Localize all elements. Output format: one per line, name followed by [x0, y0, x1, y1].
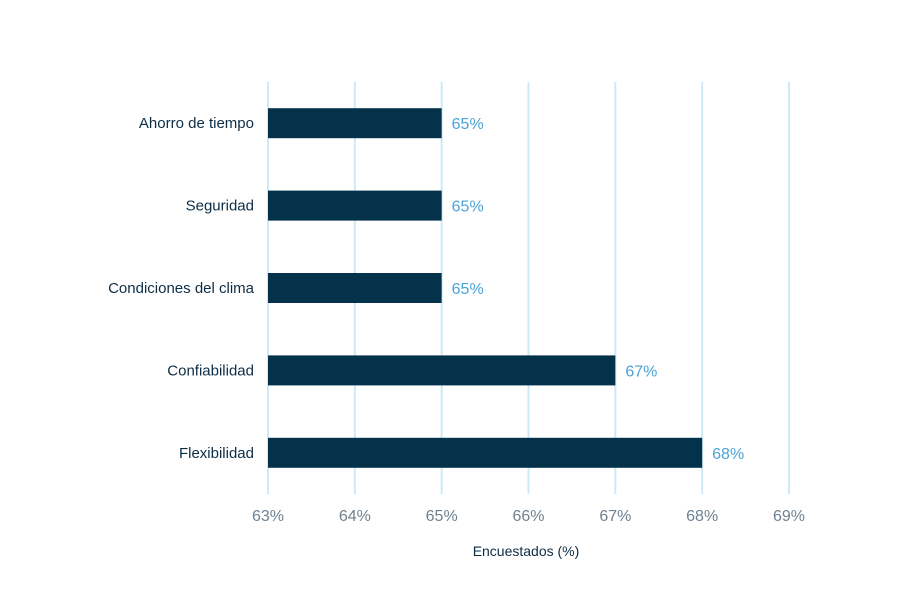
bar	[268, 437, 703, 468]
category-label: Confiabilidad	[167, 362, 254, 379]
category-label: Seguridad	[186, 198, 254, 215]
x-tick-label: 64%	[339, 508, 371, 525]
data-labels: 65% 65% 65% 67% 68%	[452, 116, 745, 463]
bar	[268, 190, 442, 221]
category-label: Ahorro de tiempo	[139, 115, 254, 132]
data-label: 65%	[452, 281, 484, 298]
data-label: 65%	[452, 116, 484, 133]
x-tick-label: 69%	[773, 508, 805, 525]
data-label: 65%	[452, 199, 484, 216]
x-tick-labels: 63% 64% 65% 66% 67% 68% 69%	[252, 508, 805, 525]
data-label: 68%	[712, 446, 744, 463]
category-label: Flexibilidad	[179, 445, 254, 462]
x-tick-label: 66%	[512, 508, 544, 525]
x-tick-label: 67%	[599, 508, 631, 525]
bar	[268, 273, 442, 303]
x-tick-label: 65%	[426, 508, 458, 525]
bar	[268, 355, 616, 386]
category-labels: Ahorro de tiempo Seguridad Condiciones del…	[108, 115, 255, 462]
x-tick-label: 68%	[686, 508, 718, 525]
x-axis-title: Encuestados (%)	[473, 543, 580, 559]
x-tick-label: 63%	[252, 508, 284, 525]
data-label: 67%	[625, 363, 657, 380]
category-label: Condiciones del clima	[108, 280, 255, 297]
bar	[268, 108, 442, 139]
bars	[268, 108, 703, 468]
